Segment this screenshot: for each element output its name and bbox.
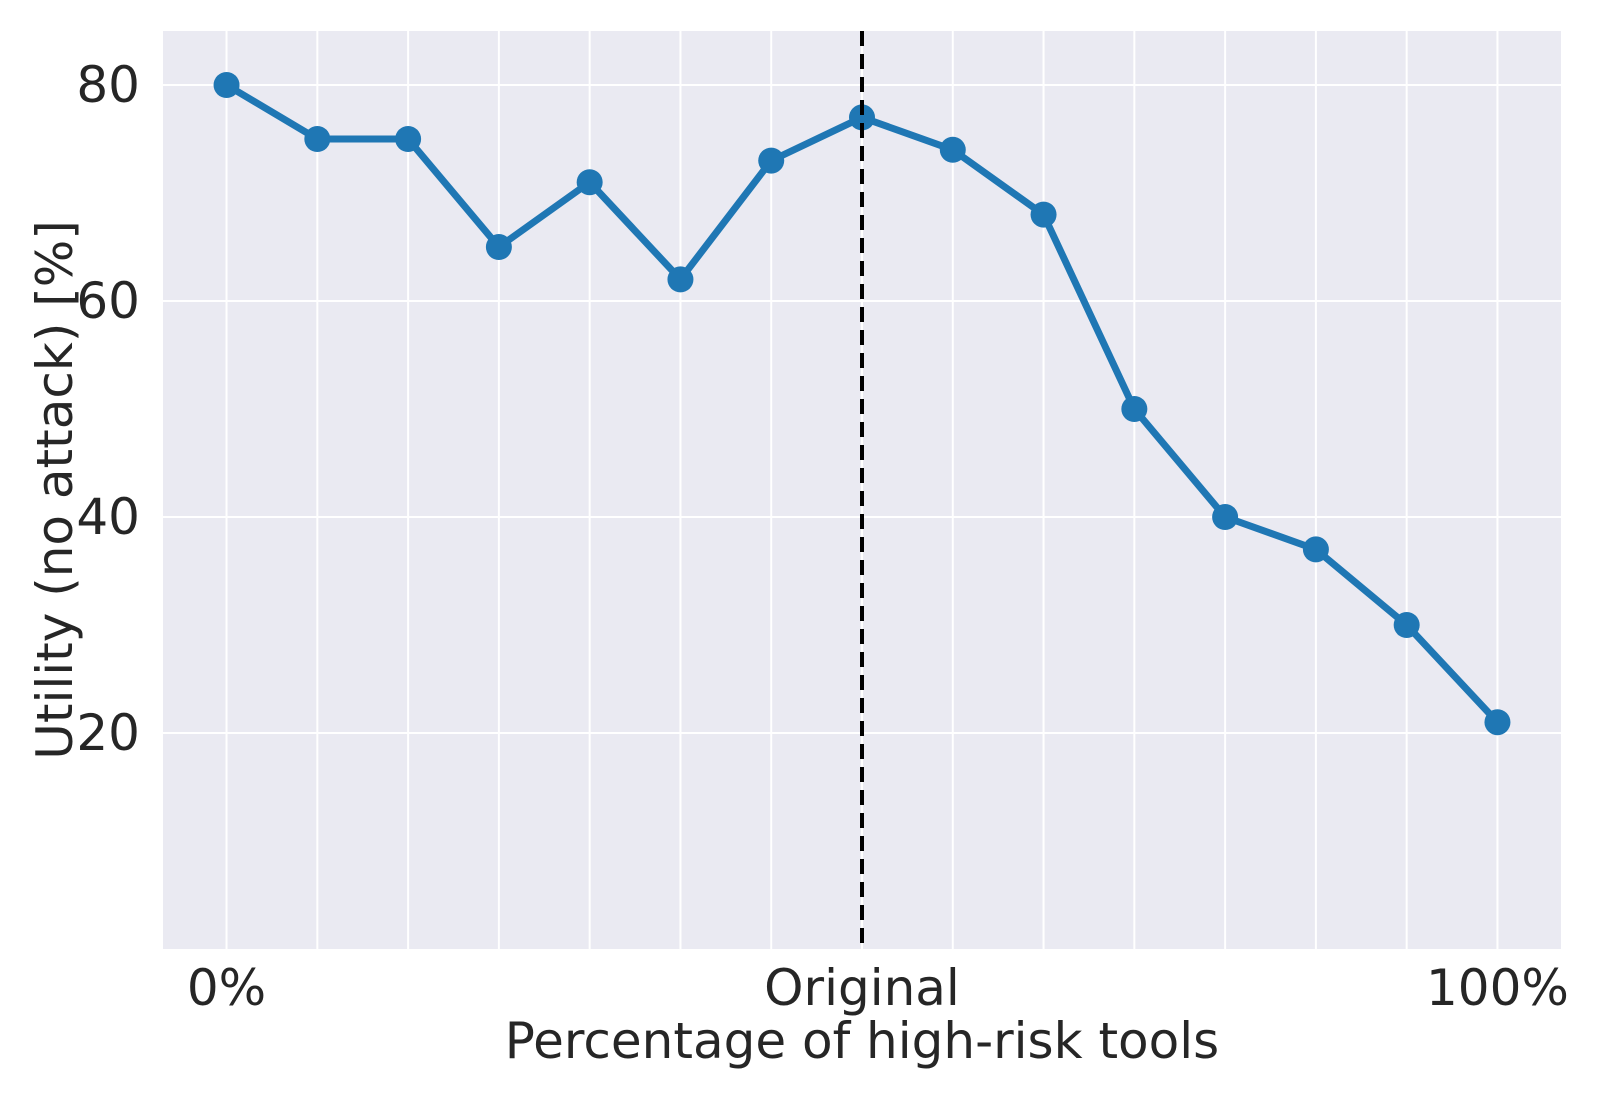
- data-point-marker: [849, 104, 875, 131]
- data-point-marker: [213, 72, 240, 98]
- x-axis-label: Percentage of high-risk tools: [504, 1012, 1220, 1070]
- data-point-marker: [667, 266, 694, 293]
- data-point-marker: [485, 234, 512, 260]
- data-point-marker: [1212, 504, 1239, 530]
- data-point-marker: [1393, 612, 1420, 638]
- data-point-marker: [1484, 709, 1511, 736]
- data-point-marker: [395, 126, 422, 152]
- data-point-marker: [304, 126, 331, 152]
- data-point-marker: [758, 147, 785, 174]
- data-point-marker: [939, 136, 966, 163]
- data-point-marker: [1030, 201, 1057, 228]
- data-point-marker: [576, 169, 603, 196]
- data-point-marker: [1302, 536, 1329, 563]
- data-point-marker: [1121, 396, 1148, 422]
- y-axis-label: Utility (no attack) [%]: [26, 220, 84, 760]
